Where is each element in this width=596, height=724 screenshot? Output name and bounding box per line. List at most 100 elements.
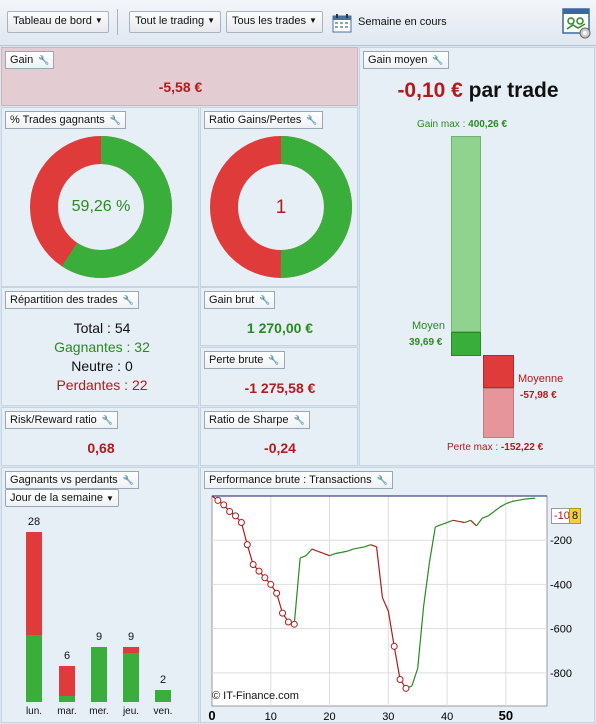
- wrench-icon[interactable]: 🔧: [376, 474, 388, 485]
- risk-reward-title: Risk/Reward ratio: [10, 414, 97, 426]
- perte-moyenne-bar: [483, 355, 514, 388]
- series-point: [390, 642, 398, 650]
- wrench-icon[interactable]: 🔧: [306, 114, 318, 125]
- sharpe-value: -0,24: [264, 440, 296, 456]
- x-tick-label: 50: [499, 708, 513, 723]
- series-segment: [446, 519, 454, 524]
- gvp-total-label: 6: [63, 649, 71, 662]
- series-segment: [341, 550, 348, 553]
- perte-brute-title: Perte brute: [209, 354, 264, 366]
- perdantes-label: Perdantes :: [56, 377, 129, 393]
- gain-panel: Gain 🔧 -5,58 €: [1, 47, 358, 106]
- series-point: [402, 684, 410, 692]
- sharpe-header[interactable]: Ratio de Sharpe 🔧: [204, 411, 310, 429]
- gain-moyen-line: -0,10 € par trade: [360, 79, 596, 103]
- perte-max-line: Perte max : -152,22 €: [447, 442, 543, 453]
- gain-moyen-header[interactable]: Gain moyen 🔧: [363, 51, 449, 69]
- series-segment: [411, 668, 419, 687]
- dashboard-settings-icon[interactable]: [561, 6, 593, 40]
- gain-brut-panel: Gain brut 🔧 1 270,00 €: [200, 287, 358, 346]
- repartition-total: Total : 54: [2, 320, 202, 336]
- gvp-total-label: 9: [127, 631, 135, 644]
- gain-header[interactable]: Gain 🔧: [5, 51, 55, 69]
- ratio-title: Ratio Gains/Pertes: [209, 114, 302, 126]
- dashboard-label: Tableau de bord: [13, 15, 92, 27]
- x-tick-label: 20: [323, 711, 335, 723]
- series-segment: [240, 522, 248, 545]
- gain-max-value: 400,26 €: [468, 119, 508, 130]
- wrench-icon[interactable]: 🔧: [293, 414, 305, 425]
- gain-value: -5,58 €: [158, 79, 203, 95]
- period-label[interactable]: Semaine en cours: [358, 16, 447, 28]
- chevron-down-icon: ▼: [94, 16, 103, 25]
- series-point: [243, 541, 251, 549]
- series-segment: [358, 546, 365, 549]
- dashboard-dropdown[interactable]: Tableau de bord ▼: [7, 11, 109, 33]
- gvp-dropdown[interactable]: Jour de la semaine ▼: [5, 489, 119, 507]
- total-label: Total :: [73, 320, 111, 336]
- gvp-win-bar: [59, 695, 75, 702]
- perdantes-value: 22: [131, 377, 148, 393]
- gvp-day-label: lun.: [25, 706, 43, 717]
- x-tick-label: 0: [208, 708, 215, 723]
- calendar-icon[interactable]: [332, 13, 352, 33]
- wrench-icon[interactable]: 🔧: [38, 54, 50, 65]
- trades-dropdown[interactable]: Tous les trades ▼: [226, 11, 323, 33]
- chevron-down-icon: ▼: [308, 16, 317, 25]
- gvp-header[interactable]: Gagnants vs perdants 🔧: [5, 471, 139, 489]
- series-segment: [523, 498, 530, 500]
- series-segment: [422, 562, 431, 607]
- series-point: [237, 519, 245, 527]
- series-point: [396, 675, 404, 683]
- series-segment: [464, 519, 471, 524]
- series-point: [261, 574, 269, 582]
- gvp-loss-bar: [26, 532, 42, 636]
- repartition-perdantes: Perdantes : 22: [2, 377, 202, 393]
- neutre-value: 0: [124, 358, 133, 374]
- wrench-icon[interactable]: 🔧: [122, 294, 134, 305]
- wrench-icon[interactable]: 🔧: [259, 294, 271, 305]
- gvp-title: Gagnants vs perdants: [10, 474, 118, 486]
- trades-gagnants-header[interactable]: % Trades gagnants 🔧: [5, 111, 127, 129]
- series-segment: [305, 548, 313, 557]
- chevron-down-icon: ▼: [105, 493, 114, 503]
- wrench-icon[interactable]: 🔧: [101, 414, 114, 425]
- series-point: [232, 512, 240, 520]
- gvp-chart: 28 lun. 6 mar. 9 mer. 9 jeu. 2 ven.: [2, 468, 200, 724]
- moyen-label: Moyen: [412, 320, 446, 332]
- gain-moyen-value: -0,10 €: [397, 79, 463, 102]
- wrench-icon[interactable]: 🔧: [109, 114, 122, 125]
- chevron-down-icon: ▼: [207, 16, 216, 25]
- gain-brut-header[interactable]: Gain brut 🔧: [204, 291, 276, 309]
- gain-title: Gain: [10, 54, 34, 66]
- repartition-header[interactable]: Répartition des trades 🔧: [5, 291, 139, 309]
- trading-dropdown[interactable]: Tout le trading ▼: [129, 11, 222, 33]
- series-point: [214, 496, 222, 504]
- wrench-icon[interactable]: 🔧: [122, 474, 134, 485]
- gain-max-bar: [451, 136, 481, 332]
- performance-header[interactable]: Performance brute : Transactions 🔧: [204, 471, 393, 489]
- series-segment: [452, 519, 459, 523]
- series-segment: [381, 597, 389, 612]
- gain-moyen-suffix: par trade: [468, 79, 559, 102]
- risk-reward-header[interactable]: Risk/Reward ratio 🔧: [5, 411, 119, 429]
- series-segment: [323, 552, 330, 557]
- wrench-icon[interactable]: 🔧: [432, 54, 444, 65]
- series-segment: [352, 547, 360, 550]
- series-point: [255, 567, 263, 575]
- series-point: [220, 501, 228, 509]
- sharpe-panel: Ratio de Sharpe 🔧 -0,24: [200, 407, 358, 466]
- series-segment: [517, 498, 524, 502]
- trades-gagnants-value: 59,26 %: [71, 198, 131, 215]
- gvp-win-bar: [123, 653, 139, 702]
- toolbar-separator: [117, 9, 118, 35]
- donut-win-arc: [210, 136, 352, 278]
- series-point: [284, 618, 292, 626]
- series-segment: [299, 555, 307, 559]
- ratio-value: 1: [275, 197, 287, 218]
- perte-max-label: Perte max :: [447, 442, 499, 453]
- ratio-header[interactable]: Ratio Gains/Pertes 🔧: [204, 111, 323, 129]
- perte-brute-header[interactable]: Perte brute 🔧: [204, 351, 285, 369]
- moyen-value: 39,69 €: [409, 337, 443, 348]
- wrench-icon[interactable]: 🔧: [268, 354, 280, 365]
